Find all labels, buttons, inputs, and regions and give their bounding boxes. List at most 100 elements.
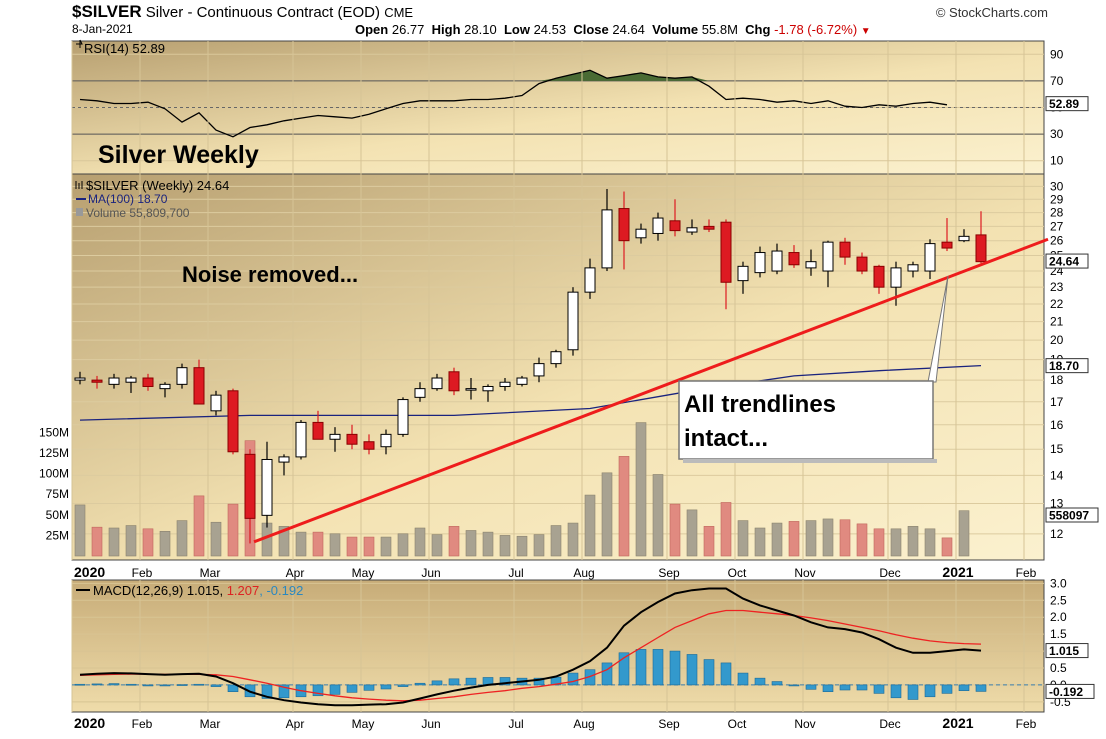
candle-body (737, 265, 749, 282)
candle-body (295, 421, 307, 458)
candle-body (465, 388, 477, 391)
candle-body (805, 261, 817, 269)
stockcharts-credit[interactable]: © StockCharts.com (935, 5, 1048, 20)
open-value: 26.77 (391, 22, 425, 37)
candle-body (210, 394, 222, 412)
ma100-line (79, 364, 982, 421)
macd-histogram-bar (788, 684, 800, 687)
volume-bar (193, 495, 205, 557)
price-tick-label: 16 (1050, 418, 1064, 432)
rsi-tick-label: 30 (1050, 127, 1064, 141)
volume-bar (703, 526, 715, 557)
volume-tick-label: 50M (46, 508, 69, 522)
volume-bar (584, 494, 596, 557)
month-label: Oct (728, 566, 747, 580)
volume-bar (414, 527, 426, 557)
macd-histogram-bar (142, 684, 154, 687)
rsi-tick-label: 90 (1050, 47, 1064, 61)
macd-histogram-bar (278, 684, 290, 699)
macd-histogram-bar (737, 672, 749, 686)
volume-bar (567, 522, 579, 557)
price-tick-label: 23 (1050, 280, 1064, 294)
candle-body (550, 351, 562, 365)
volume-bar (720, 502, 732, 557)
volume-bar (482, 531, 494, 557)
macd-histogram-bar (227, 684, 239, 692)
price-tick-label: 14 (1050, 468, 1064, 482)
macd-tick-label: 2.5 (1050, 593, 1067, 607)
low-value: 24.53 (533, 22, 567, 37)
macd-month-label: Nov (794, 717, 815, 731)
macd-histogram-bar (363, 684, 375, 691)
candle-body (414, 388, 426, 398)
candle-body (754, 252, 766, 274)
macd-histogram-bar (771, 681, 783, 686)
volume-bar (839, 519, 851, 557)
candle-body (312, 421, 324, 440)
macd-histogram-bar (414, 682, 426, 686)
annotation-layer: Silver Weekly Noise removed... All trendli… (98, 141, 949, 463)
volume-bar (397, 533, 409, 557)
high-value: 28.10 (464, 22, 497, 37)
volume-bar (890, 528, 902, 557)
month-label: Nov (794, 566, 815, 580)
quote-summary: Open 26.77 High 28.10 Low 24.53 Close 24… (355, 22, 871, 37)
volume-bar (601, 472, 613, 557)
rsi-legend: RSI(14) 52.89 (84, 41, 165, 56)
ma-value-label-box (1045, 358, 1089, 374)
rsi-value-label-box (1045, 96, 1089, 112)
volume-tick-label: 100M (39, 467, 69, 481)
volume-value-label: 558097 (1049, 509, 1089, 523)
macd-legend-name: MACD(12,26,9) 1.015, (93, 583, 227, 598)
volume-bar (771, 522, 783, 557)
candle-body (431, 377, 443, 390)
chg-label: Chg (745, 22, 771, 37)
volume-legend: Volume 55,809,700 (86, 206, 190, 220)
volume-legend-swatch (76, 208, 83, 216)
macd-month-label: Dec (879, 717, 900, 731)
macd-histogram-bar (754, 677, 766, 686)
candle-body (261, 458, 273, 516)
price-panel: 3029282726252423222120191817161514131215… (39, 41, 1099, 580)
close-value: 24.64 (612, 22, 645, 37)
candle-body (397, 399, 409, 435)
symbol-description: Silver - Continuous Contract (EOD) (145, 4, 381, 21)
macd-histogram-bar (176, 684, 188, 686)
month-label: Mar (200, 566, 221, 580)
price-tick-label: 30 (1050, 179, 1064, 193)
price-tick-label: 20 (1050, 333, 1064, 347)
candle-body (941, 241, 953, 249)
volume-bar (74, 504, 86, 557)
macd-histogram-bar (907, 684, 919, 700)
chg-value: -1.78 (-6.72%) (774, 22, 858, 37)
macd-histogram-bar (125, 683, 137, 686)
macd-histogram-bar (873, 684, 885, 694)
macd-histogram-bar (635, 649, 647, 686)
volume-bar (142, 528, 154, 557)
volume-bar (550, 525, 562, 557)
candle-body (839, 241, 851, 258)
month-label: 2021 (942, 564, 973, 580)
macd-histogram-bar (431, 680, 443, 686)
macd-histogram-bar (91, 683, 103, 686)
macd-tick-label: 0.5 (1050, 661, 1067, 675)
macd-value-label: 1.015 (1049, 644, 1079, 658)
macd-month-label: Apr (286, 717, 305, 731)
callout-box (678, 380, 934, 460)
volume-bar (431, 534, 443, 557)
macd-hist-value-label: -0.192 (1049, 685, 1083, 699)
candle-body (278, 456, 290, 463)
price-tick-label: 26 (1050, 234, 1064, 248)
candle-body (516, 377, 528, 385)
candle-body (533, 363, 545, 377)
down-arrow-icon: ▼ (860, 26, 871, 37)
rsi-tick-label: 10 (1050, 154, 1064, 168)
month-label: Jul (508, 566, 523, 580)
volume-bar (788, 521, 800, 557)
macd-month-label: Feb (132, 717, 153, 731)
macd-histogram-bar (329, 684, 341, 695)
candle-legend-icon (75, 181, 83, 189)
candle-body (584, 267, 596, 293)
volume-bar (125, 525, 137, 557)
